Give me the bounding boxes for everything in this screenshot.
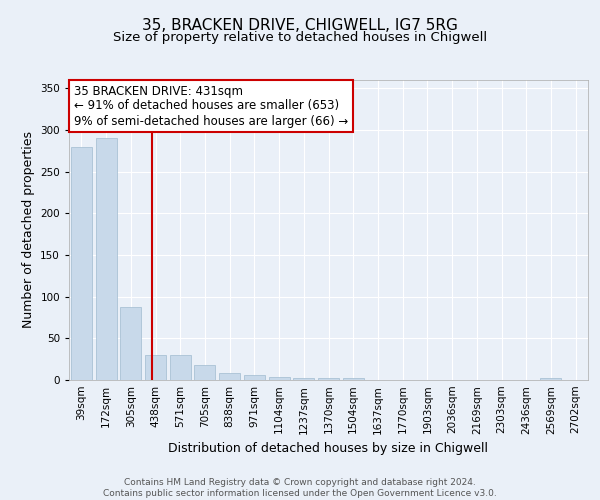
Bar [71, 146, 92, 380]
Bar [244, 375, 265, 380]
Bar [95, 138, 116, 380]
Text: Contains HM Land Registry data © Crown copyright and database right 2024.
Contai: Contains HM Land Registry data © Crown c… [103, 478, 497, 498]
Bar [541, 378, 562, 380]
Text: 35, BRACKEN DRIVE, CHIGWELL, IG7 5RG: 35, BRACKEN DRIVE, CHIGWELL, IG7 5RG [142, 18, 458, 32]
Bar [219, 372, 240, 380]
Text: 35 BRACKEN DRIVE: 431sqm
← 91% of detached houses are smaller (653)
9% of semi-d: 35 BRACKEN DRIVE: 431sqm ← 91% of detach… [74, 84, 349, 128]
Bar [293, 378, 314, 380]
Text: Size of property relative to detached houses in Chigwell: Size of property relative to detached ho… [113, 31, 487, 44]
Bar [120, 306, 141, 380]
Y-axis label: Number of detached properties: Number of detached properties [22, 132, 35, 328]
Bar [145, 355, 166, 380]
Bar [318, 378, 339, 380]
Bar [269, 376, 290, 380]
Bar [170, 355, 191, 380]
Bar [343, 378, 364, 380]
Bar [194, 365, 215, 380]
X-axis label: Distribution of detached houses by size in Chigwell: Distribution of detached houses by size … [169, 442, 488, 455]
